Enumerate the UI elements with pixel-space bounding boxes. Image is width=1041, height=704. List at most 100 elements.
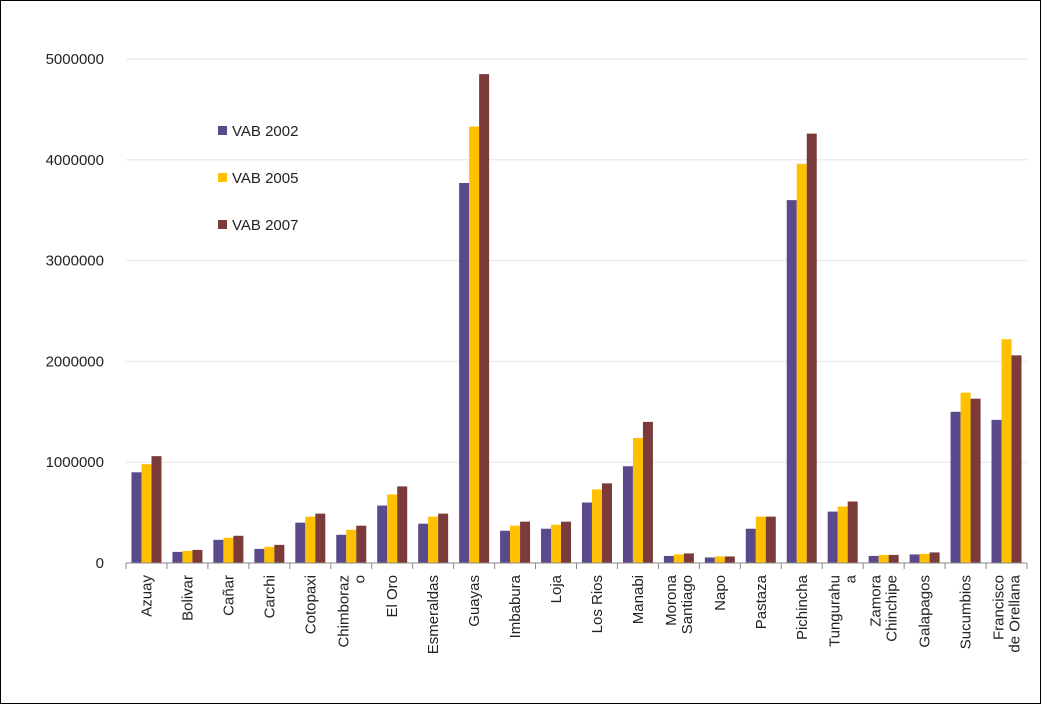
gridlines bbox=[126, 58, 1027, 463]
bar bbox=[601, 483, 612, 563]
x-tick-label: MoronaSantiago bbox=[663, 574, 696, 634]
x-tick-label: Manabi bbox=[630, 575, 647, 624]
bar bbox=[950, 411, 961, 563]
bar bbox=[786, 200, 797, 563]
x-tick-label: Cañar bbox=[220, 575, 237, 616]
x-tick-label: Azuay bbox=[138, 575, 155, 617]
bar bbox=[663, 555, 674, 563]
bar bbox=[632, 438, 643, 563]
x-tick-label: Chimborazo bbox=[335, 575, 368, 648]
y-tick-label: 5000000 bbox=[46, 51, 104, 68]
bar bbox=[141, 464, 152, 563]
bar bbox=[151, 456, 162, 563]
bar bbox=[315, 513, 326, 563]
x-tick-label: Guayas bbox=[466, 575, 483, 627]
bar bbox=[223, 537, 234, 563]
bar bbox=[929, 552, 940, 563]
x-tick-label: Loja bbox=[548, 574, 565, 603]
bar bbox=[755, 516, 766, 563]
bar bbox=[561, 521, 572, 563]
bar bbox=[919, 553, 930, 563]
bar bbox=[233, 535, 244, 563]
y-axis: 0 1000000 2000000 3000000 4000000 5000000 bbox=[46, 51, 104, 572]
x-tick-label: Galapagos bbox=[917, 575, 934, 648]
bar bbox=[868, 555, 879, 563]
bar bbox=[909, 554, 920, 563]
bar bbox=[551, 524, 562, 563]
legend-swatch bbox=[218, 220, 227, 229]
bar bbox=[827, 511, 838, 563]
x-tick-label: Pastaza bbox=[753, 574, 770, 629]
bar bbox=[622, 466, 633, 563]
bar bbox=[500, 530, 511, 563]
bar bbox=[591, 489, 602, 563]
bar bbox=[878, 554, 889, 563]
bar bbox=[336, 534, 347, 563]
x-tick-label: Bolivar bbox=[179, 575, 196, 621]
x-tick-label: Esmeraldas bbox=[425, 575, 442, 654]
bar bbox=[510, 525, 521, 563]
bar bbox=[970, 398, 981, 563]
x-tick-label: Napo bbox=[712, 575, 729, 611]
x-tick-label: Imbabura bbox=[507, 574, 524, 638]
bar bbox=[714, 556, 725, 563]
y-tick-label: 1000000 bbox=[46, 454, 104, 471]
bar bbox=[346, 529, 357, 563]
bar bbox=[182, 550, 193, 563]
bar bbox=[418, 523, 429, 563]
bar bbox=[274, 544, 285, 563]
bar bbox=[479, 74, 490, 564]
bar bbox=[683, 553, 694, 563]
bar bbox=[459, 182, 470, 564]
bar bbox=[796, 163, 807, 563]
bar bbox=[172, 551, 183, 563]
bar bbox=[520, 521, 531, 563]
bar bbox=[264, 546, 275, 563]
bar bbox=[847, 501, 858, 563]
bar bbox=[765, 516, 776, 563]
bar bbox=[704, 557, 715, 563]
x-tick-label: Tungurahua bbox=[827, 574, 860, 647]
bar bbox=[1011, 355, 1022, 563]
bar bbox=[1001, 339, 1012, 563]
bar bbox=[213, 539, 224, 563]
bars bbox=[131, 74, 1022, 564]
bar bbox=[469, 126, 480, 563]
x-tick-label: Pichincha bbox=[794, 574, 811, 640]
bar bbox=[991, 419, 1002, 563]
legend: VAB 2002 VAB 2005 VAB 2007 bbox=[218, 123, 298, 234]
x-tick-label: Los Rios bbox=[589, 575, 606, 633]
bar bbox=[305, 516, 316, 563]
x-tick-label: Sucumbios bbox=[958, 575, 975, 649]
bar bbox=[438, 513, 449, 563]
x-tick-label: El Oro bbox=[384, 575, 401, 618]
x-tick-label: Carchi bbox=[261, 575, 278, 618]
bar bbox=[724, 556, 735, 563]
bar bbox=[377, 505, 388, 563]
bar bbox=[673, 554, 684, 563]
y-tick-label: 0 bbox=[96, 555, 104, 572]
x-axis: Azuay Bolivar Cañar Carchi Cotopaxi Chimboraz… bbox=[125, 562, 1028, 654]
x-tick-label: Cotopaxi bbox=[302, 575, 319, 634]
bar bbox=[387, 494, 398, 563]
y-tick-label: 2000000 bbox=[46, 353, 104, 370]
bar bbox=[254, 548, 265, 563]
bar bbox=[541, 528, 552, 563]
bar bbox=[428, 516, 439, 563]
legend-label: VAB 2007 bbox=[232, 217, 298, 234]
bar bbox=[806, 133, 817, 563]
x-tick-label: ZamoraChinchipe bbox=[868, 574, 901, 641]
bar bbox=[356, 525, 367, 563]
bar bbox=[837, 506, 848, 563]
bar bbox=[960, 392, 971, 563]
legend-label: VAB 2005 bbox=[232, 170, 298, 187]
bar bbox=[295, 522, 306, 563]
y-tick-label: 3000000 bbox=[46, 253, 104, 270]
bar bbox=[888, 554, 899, 563]
legend-swatch bbox=[218, 173, 227, 182]
legend-swatch bbox=[218, 126, 227, 135]
bar bbox=[397, 486, 408, 563]
bar bbox=[192, 549, 203, 563]
x-tick-label: Franciscode Orellana bbox=[991, 574, 1024, 652]
